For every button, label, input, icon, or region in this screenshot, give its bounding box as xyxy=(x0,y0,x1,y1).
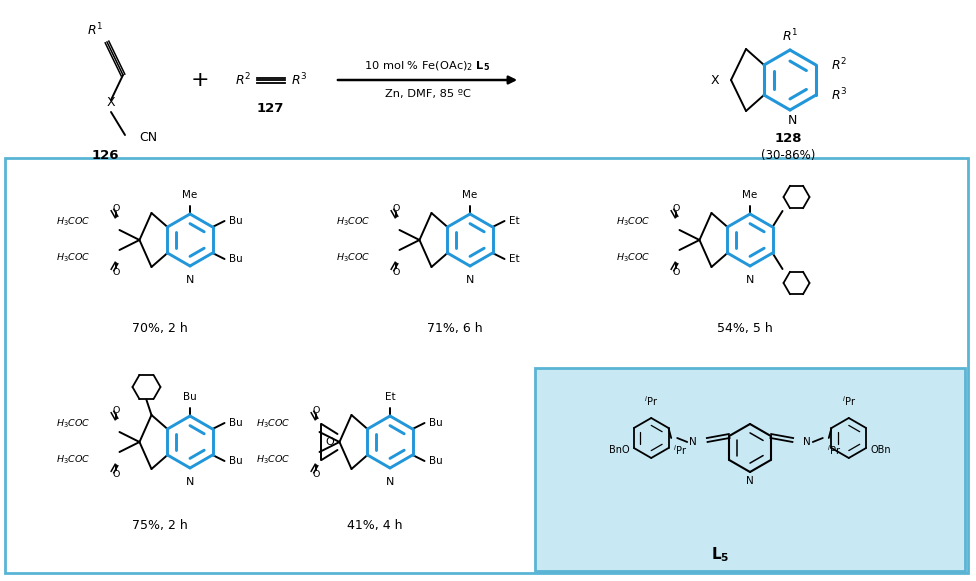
Text: $H_3COC$: $H_3COC$ xyxy=(256,454,291,466)
Text: OBn: OBn xyxy=(871,445,891,455)
Text: O: O xyxy=(392,267,400,277)
Text: N: N xyxy=(803,437,811,447)
Text: Me: Me xyxy=(463,190,477,200)
Text: O: O xyxy=(113,469,120,479)
Text: $H_3COC$: $H_3COC$ xyxy=(57,454,91,466)
Text: 54%, 5 h: 54%, 5 h xyxy=(717,321,773,335)
Text: X: X xyxy=(711,74,719,87)
Text: O: O xyxy=(113,203,120,213)
Text: N: N xyxy=(746,476,753,486)
Text: $H_3COC$: $H_3COC$ xyxy=(57,216,91,228)
Text: +: + xyxy=(190,70,209,90)
Text: $\mathbf{L_5}$: $\mathbf{L_5}$ xyxy=(711,546,729,564)
Text: N: N xyxy=(746,275,754,285)
Text: Bu: Bu xyxy=(428,418,442,428)
Text: Bu: Bu xyxy=(228,418,242,428)
Text: $R^3$: $R^3$ xyxy=(291,71,307,88)
Text: N: N xyxy=(386,477,394,487)
Text: 41%, 4 h: 41%, 4 h xyxy=(347,518,403,532)
Text: X: X xyxy=(106,95,115,109)
Text: Bu: Bu xyxy=(183,392,197,402)
Text: O: O xyxy=(672,203,680,213)
Text: O: O xyxy=(113,406,120,414)
Text: O: O xyxy=(312,406,320,414)
FancyBboxPatch shape xyxy=(5,158,968,573)
Text: 126: 126 xyxy=(91,149,119,162)
Text: $^i$Pr: $^i$Pr xyxy=(644,394,659,408)
Text: N: N xyxy=(689,437,697,447)
Text: 75%, 2 h: 75%, 2 h xyxy=(132,518,187,532)
Text: N: N xyxy=(185,477,194,487)
Text: N: N xyxy=(466,275,474,285)
Text: $H_3COC$: $H_3COC$ xyxy=(336,252,371,264)
Text: $H_3COC$: $H_3COC$ xyxy=(616,216,650,228)
Text: $H_3COC$: $H_3COC$ xyxy=(616,252,650,264)
Text: 71%, 6 h: 71%, 6 h xyxy=(427,321,483,335)
Text: (30-86%): (30-86%) xyxy=(761,149,815,162)
FancyBboxPatch shape xyxy=(535,368,965,571)
Text: $R^3$: $R^3$ xyxy=(831,87,847,103)
Text: $H_3COC$: $H_3COC$ xyxy=(256,418,291,431)
Text: 10 mol % Fe(OAc)$_2$ $\mathbf{L_5}$: 10 mol % Fe(OAc)$_2$ $\mathbf{L_5}$ xyxy=(364,59,491,73)
Text: CN: CN xyxy=(139,131,157,144)
Text: Et: Et xyxy=(508,216,519,226)
Text: $H_3COC$: $H_3COC$ xyxy=(336,216,371,228)
Text: O: O xyxy=(672,267,680,277)
Text: N: N xyxy=(185,275,194,285)
Text: $R^2$: $R^2$ xyxy=(831,57,847,73)
Text: 128: 128 xyxy=(774,131,801,145)
Text: 127: 127 xyxy=(257,102,284,114)
Text: O: O xyxy=(113,267,120,277)
Text: Bu: Bu xyxy=(428,456,442,466)
Text: $H_3COC$: $H_3COC$ xyxy=(57,418,91,431)
Text: O: O xyxy=(325,437,334,447)
Text: N: N xyxy=(788,113,796,127)
Text: Zn, DMF, 85 ºC: Zn, DMF, 85 ºC xyxy=(385,89,470,99)
Text: Bu: Bu xyxy=(228,456,242,466)
Text: $^i$Pr: $^i$Pr xyxy=(841,394,856,408)
Text: Me: Me xyxy=(183,190,197,200)
Text: Bu: Bu xyxy=(228,216,242,226)
Text: Et: Et xyxy=(385,392,395,402)
Text: $R^1$: $R^1$ xyxy=(87,21,103,38)
Text: Et: Et xyxy=(508,254,519,264)
Text: $R^1$: $R^1$ xyxy=(782,28,798,44)
Text: BnO: BnO xyxy=(609,445,630,455)
Text: Me: Me xyxy=(743,190,757,200)
Text: O: O xyxy=(312,469,320,479)
Text: $H_3COC$: $H_3COC$ xyxy=(57,252,91,264)
Text: $^i$Pr: $^i$Pr xyxy=(828,443,841,457)
Text: $^i$Pr: $^i$Pr xyxy=(672,443,687,457)
Text: 70%, 2 h: 70%, 2 h xyxy=(132,321,187,335)
Text: Bu: Bu xyxy=(228,254,242,264)
Text: O: O xyxy=(392,203,400,213)
Text: $R^2$: $R^2$ xyxy=(235,71,251,88)
